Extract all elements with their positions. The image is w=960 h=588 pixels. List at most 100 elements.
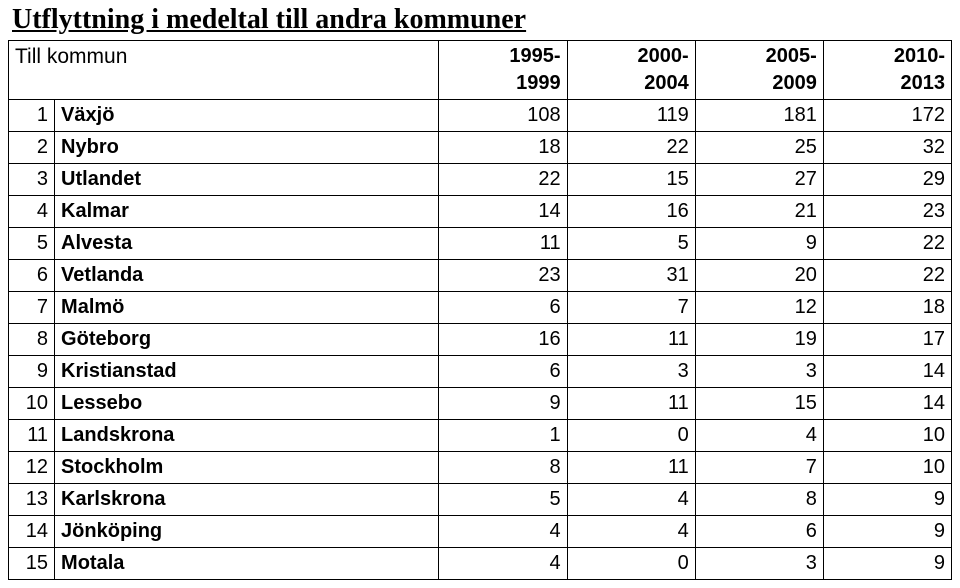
table-body: 1Växjö1081191811722Nybro182225323Utlande…: [9, 100, 952, 580]
row-value: 20: [695, 260, 823, 292]
row-value: 9: [439, 388, 567, 420]
row-value: 5: [439, 484, 567, 516]
row-value: 11: [567, 324, 695, 356]
row-name: Malmö: [55, 292, 439, 324]
table-row: 7Malmö671218: [9, 292, 952, 324]
row-index: 5: [9, 228, 55, 260]
row-index: 1: [9, 100, 55, 132]
table-row: 1Växjö108119181172: [9, 100, 952, 132]
row-value: 4: [567, 516, 695, 548]
row-value: 22: [439, 164, 567, 196]
row-name: Landskrona: [55, 420, 439, 452]
row-value: 4: [439, 548, 567, 580]
row-value: 21: [695, 196, 823, 228]
table-row: 5Alvesta115922: [9, 228, 952, 260]
row-value: 3: [695, 356, 823, 388]
row-value: 22: [823, 260, 951, 292]
row-value: 1: [439, 420, 567, 452]
row-value: 12: [695, 292, 823, 324]
table-row: 12Stockholm811710: [9, 452, 952, 484]
row-value: 32: [823, 132, 951, 164]
row-value: 3: [567, 356, 695, 388]
row-name: Alvesta: [55, 228, 439, 260]
row-index: 12: [9, 452, 55, 484]
table-row: 14Jönköping4469: [9, 516, 952, 548]
row-value: 15: [567, 164, 695, 196]
table-row: 11Landskrona10410: [9, 420, 952, 452]
migration-table: Till kommun 1995-1999 2000-2004 2005-200…: [8, 40, 952, 580]
row-value: 14: [823, 356, 951, 388]
row-name: Jönköping: [55, 516, 439, 548]
row-value: 172: [823, 100, 951, 132]
row-value: 0: [567, 548, 695, 580]
row-value: 27: [695, 164, 823, 196]
row-index: 15: [9, 548, 55, 580]
row-value: 23: [823, 196, 951, 228]
row-index: 11: [9, 420, 55, 452]
table-row: 9Kristianstad63314: [9, 356, 952, 388]
table-row: 3Utlandet22152729: [9, 164, 952, 196]
row-name: Motala: [55, 548, 439, 580]
row-value: 11: [567, 388, 695, 420]
table-header-row: Till kommun 1995-1999 2000-2004 2005-200…: [9, 41, 952, 100]
table-row: 10Lessebo9111514: [9, 388, 952, 420]
row-value: 25: [695, 132, 823, 164]
row-name: Stockholm: [55, 452, 439, 484]
row-value: 17: [823, 324, 951, 356]
row-index: 8: [9, 324, 55, 356]
row-value: 10: [823, 452, 951, 484]
row-value: 23: [439, 260, 567, 292]
row-index: 9: [9, 356, 55, 388]
row-value: 6: [695, 516, 823, 548]
header-year-0: 1995-1999: [439, 41, 567, 100]
table-row: 13Karlskrona5489: [9, 484, 952, 516]
row-value: 14: [823, 388, 951, 420]
row-value: 8: [439, 452, 567, 484]
row-value: 9: [823, 516, 951, 548]
header-year-1: 2000-2004: [567, 41, 695, 100]
row-value: 22: [823, 228, 951, 260]
row-value: 6: [439, 292, 567, 324]
row-value: 7: [567, 292, 695, 324]
row-value: 3: [695, 548, 823, 580]
row-index: 6: [9, 260, 55, 292]
row-value: 4: [439, 516, 567, 548]
row-value: 18: [823, 292, 951, 324]
row-name: Göteborg: [55, 324, 439, 356]
row-index: 13: [9, 484, 55, 516]
row-value: 5: [567, 228, 695, 260]
row-value: 4: [567, 484, 695, 516]
row-value: 19: [695, 324, 823, 356]
row-name: Växjö: [55, 100, 439, 132]
row-index: 4: [9, 196, 55, 228]
row-value: 14: [439, 196, 567, 228]
row-value: 9: [823, 548, 951, 580]
row-value: 16: [439, 324, 567, 356]
header-year-3: 2010-2013: [823, 41, 951, 100]
row-value: 8: [695, 484, 823, 516]
page-title: Utflyttning i medeltal till andra kommun…: [8, 4, 952, 36]
row-index: 14: [9, 516, 55, 548]
row-value: 108: [439, 100, 567, 132]
row-name: Karlskrona: [55, 484, 439, 516]
table-row: 4Kalmar14162123: [9, 196, 952, 228]
row-value: 11: [567, 452, 695, 484]
row-name: Nybro: [55, 132, 439, 164]
row-value: 0: [567, 420, 695, 452]
table-row: 15Motala4039: [9, 548, 952, 580]
row-value: 4: [695, 420, 823, 452]
row-value: 11: [439, 228, 567, 260]
row-name: Kalmar: [55, 196, 439, 228]
row-value: 16: [567, 196, 695, 228]
row-value: 6: [439, 356, 567, 388]
row-value: 9: [823, 484, 951, 516]
row-index: 2: [9, 132, 55, 164]
row-value: 29: [823, 164, 951, 196]
row-value: 9: [695, 228, 823, 260]
row-name: Utlandet: [55, 164, 439, 196]
row-value: 7: [695, 452, 823, 484]
header-year-2: 2005-2009: [695, 41, 823, 100]
row-value: 31: [567, 260, 695, 292]
row-value: 119: [567, 100, 695, 132]
row-name: Vetlanda: [55, 260, 439, 292]
